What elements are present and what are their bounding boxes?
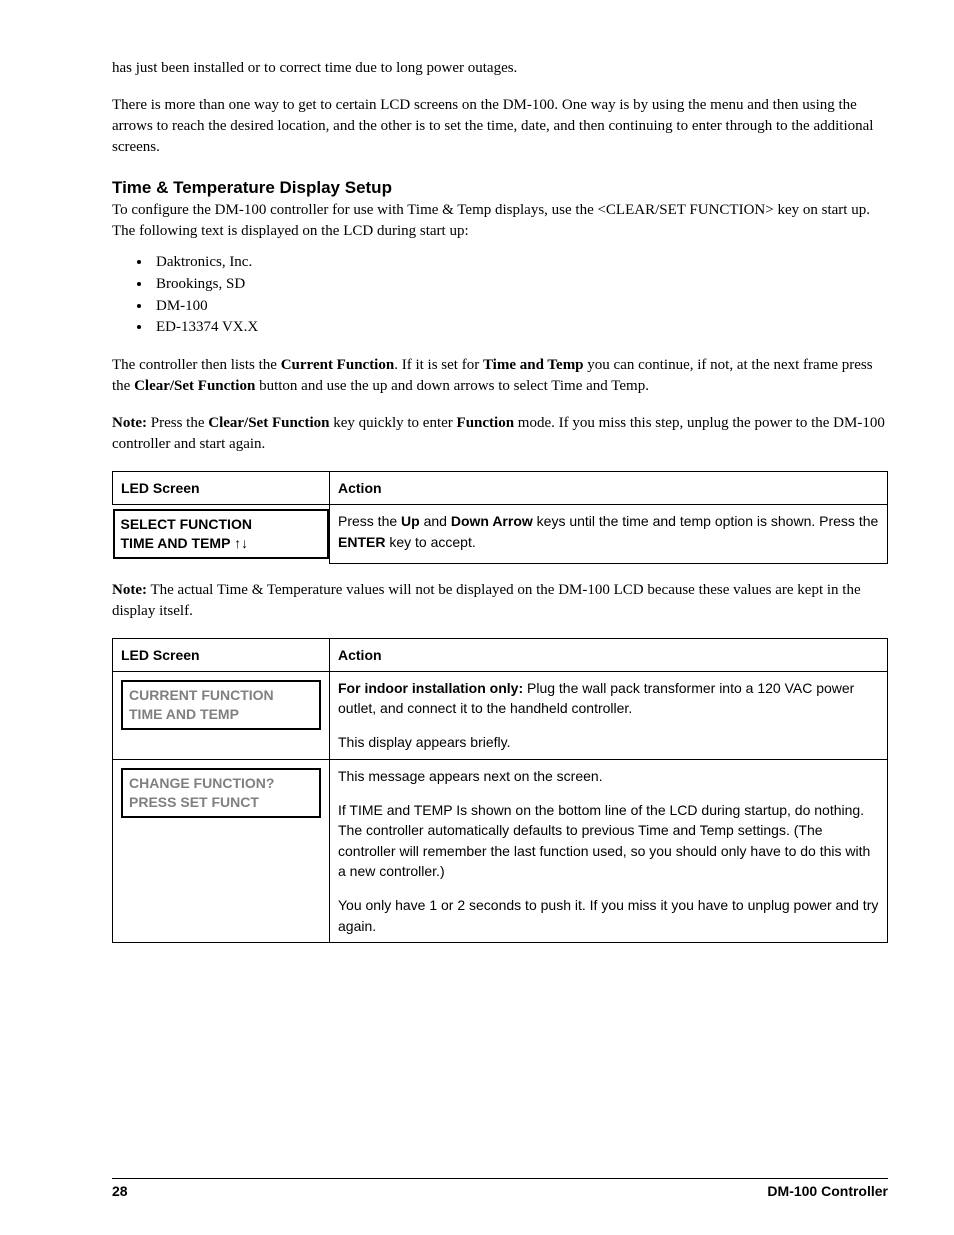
list-item: ED-13374 VX.X <box>152 317 888 339</box>
table-row: CHANGE FUNCTION? PRESS SET FUNCT This me… <box>113 759 888 942</box>
updown-arrows-icon: ↑↓ <box>234 535 248 551</box>
page-footer: 28 DM-100 Controller <box>112 1178 888 1199</box>
table-row: CURRENT FUNCTION TIME AND TEMP For indoo… <box>113 671 888 759</box>
table-header-row: LED Screen Action <box>113 638 888 671</box>
intro-paragraph-1: has just been installed or to correct ti… <box>112 58 888 79</box>
lcd-cell: CURRENT FUNCTION TIME AND TEMP <box>113 671 330 759</box>
list-item: DM-100 <box>152 296 888 318</box>
lcd-cell: CHANGE FUNCTION? PRESS SET FUNCT <box>113 759 330 942</box>
lcd-box: SELECT FUNCTION TIME AND TEMP ↑↓ <box>113 509 330 559</box>
lcd-cell: SELECT FUNCTION TIME AND TEMP ↑↓ <box>113 505 330 563</box>
table-header-row: LED Screen Action <box>113 472 888 505</box>
table-header: LED Screen <box>113 638 330 671</box>
lcd-box: CHANGE FUNCTION? PRESS SET FUNCT <box>121 768 321 818</box>
section-paragraph-2: The controller then lists the Current Fu… <box>112 355 888 397</box>
table-header: Action <box>330 638 888 671</box>
intro-paragraph-2: There is more than one way to get to cer… <box>112 95 888 158</box>
action-cell: Press the Up and Down Arrow keys until t… <box>330 505 888 563</box>
list-item: Daktronics, Inc. <box>152 252 888 274</box>
table-header: Action <box>330 472 888 505</box>
table-row: SELECT FUNCTION TIME AND TEMP ↑↓ Press t… <box>113 505 888 563</box>
page-number: 28 <box>112 1183 128 1199</box>
section-heading: Time & Temperature Display Setup <box>112 178 888 198</box>
note-1: Note: Press the Clear/Set Function key q… <box>112 413 888 455</box>
action-cell: This message appears next on the screen.… <box>330 759 888 942</box>
footer-title: DM-100 Controller <box>767 1183 888 1199</box>
section-paragraph-1: To configure the DM-100 controller for u… <box>112 200 888 242</box>
note-2: Note: The actual Time & Temperature valu… <box>112 580 888 622</box>
lcd-box: CURRENT FUNCTION TIME AND TEMP <box>121 680 321 730</box>
page-container: has just been installed or to correct ti… <box>0 0 954 1235</box>
action-table-1: LED Screen Action SELECT FUNCTION TIME A… <box>112 471 888 564</box>
list-item: Brookings, SD <box>152 274 888 296</box>
startup-list: Daktronics, Inc. Brookings, SD DM-100 ED… <box>112 252 888 339</box>
action-cell: For indoor installation only: Plug the w… <box>330 671 888 759</box>
table-header: LED Screen <box>113 472 330 505</box>
action-table-2: LED Screen Action CURRENT FUNCTION TIME … <box>112 638 888 943</box>
